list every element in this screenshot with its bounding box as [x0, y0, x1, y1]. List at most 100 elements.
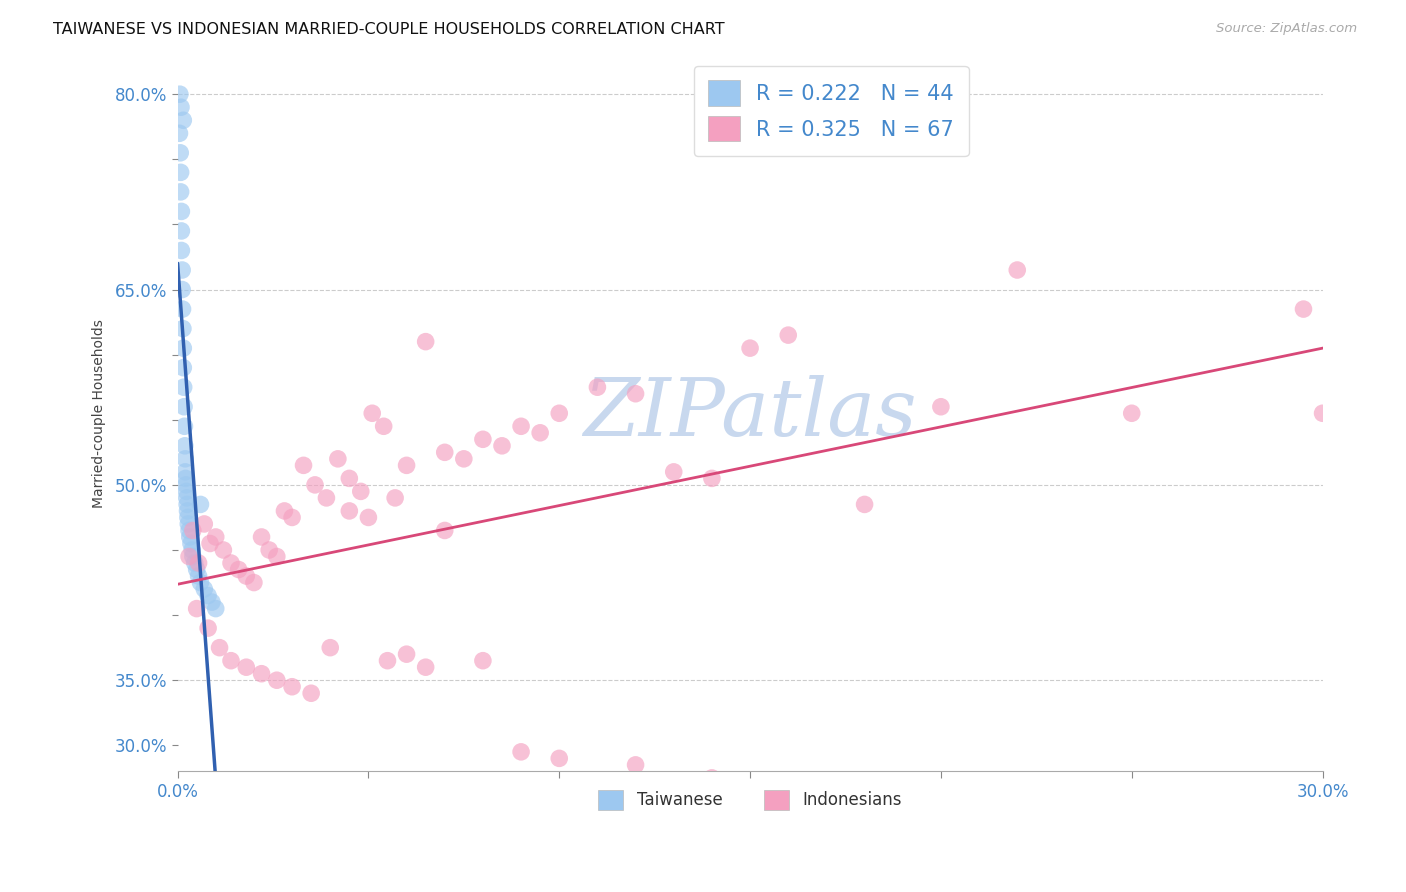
Point: [170, 204, 193, 219]
Point: [1005, 263, 1028, 277]
Point: [1121, 406, 1143, 420]
Point: [415, 660, 437, 674]
Point: [219, 556, 242, 570]
Y-axis label: Married-couple Households: Married-couple Households: [93, 318, 107, 508]
Point: [174, 451, 197, 466]
Point: [212, 543, 235, 558]
Point: [395, 647, 418, 661]
Point: [738, 341, 761, 355]
Point: [176, 497, 198, 511]
Point: [173, 439, 195, 453]
Point: [193, 582, 215, 596]
Point: [337, 504, 360, 518]
Point: [384, 491, 406, 505]
Point: [198, 536, 221, 550]
Point: [395, 458, 418, 473]
Point: [433, 524, 456, 538]
Point: [173, 400, 195, 414]
Point: [190, 497, 212, 511]
Point: [177, 516, 200, 531]
Point: [235, 660, 257, 674]
Point: [169, 145, 191, 160]
Point: [853, 497, 876, 511]
Point: [548, 406, 571, 420]
Point: [337, 471, 360, 485]
Point: [186, 562, 208, 576]
Point: [197, 621, 219, 635]
Point: [174, 471, 197, 485]
Point: [169, 185, 191, 199]
Point: [174, 478, 197, 492]
Point: [250, 530, 273, 544]
Point: [929, 400, 952, 414]
Text: Source: ZipAtlas.com: Source: ZipAtlas.com: [1216, 22, 1357, 36]
Point: [319, 640, 342, 655]
Point: [174, 465, 197, 479]
Legend: Taiwanese, Indonesians: Taiwanese, Indonesians: [592, 783, 908, 817]
Point: [586, 380, 609, 394]
Point: [361, 406, 384, 420]
Point: [357, 510, 380, 524]
Point: [204, 530, 226, 544]
Point: [201, 595, 224, 609]
Point: [662, 465, 685, 479]
Point: [292, 458, 315, 473]
Point: [169, 87, 191, 102]
Point: [219, 654, 242, 668]
Point: [172, 321, 194, 335]
Point: [176, 491, 198, 505]
Point: [377, 654, 399, 668]
Point: [228, 562, 250, 576]
Point: [181, 549, 204, 564]
Point: [235, 569, 257, 583]
Point: [257, 543, 280, 558]
Point: [187, 556, 209, 570]
Point: [204, 601, 226, 615]
Point: [350, 484, 373, 499]
Point: [177, 549, 200, 564]
Point: [415, 334, 437, 349]
Point: [529, 425, 551, 440]
Point: [172, 263, 194, 277]
Point: [181, 524, 204, 538]
Point: [208, 640, 231, 655]
Point: [181, 543, 204, 558]
Point: [299, 686, 322, 700]
Point: [700, 771, 723, 785]
Point: [624, 757, 647, 772]
Point: [1292, 302, 1315, 317]
Point: [1312, 406, 1334, 420]
Point: [176, 484, 198, 499]
Point: [243, 575, 266, 590]
Point: [281, 680, 304, 694]
Point: [172, 302, 194, 317]
Point: [453, 451, 475, 466]
Point: [172, 113, 194, 128]
Point: [197, 589, 219, 603]
Point: [170, 224, 193, 238]
Point: [778, 328, 800, 343]
Point: [169, 165, 191, 179]
Point: [491, 439, 513, 453]
Point: [184, 556, 207, 570]
Point: [624, 386, 647, 401]
Point: [187, 569, 209, 583]
Point: [326, 451, 349, 466]
Point: [193, 516, 215, 531]
Point: [548, 751, 571, 765]
Point: [169, 126, 191, 140]
Point: [177, 524, 200, 538]
Point: [173, 380, 195, 394]
Point: [170, 100, 193, 114]
Point: [190, 575, 212, 590]
Point: [373, 419, 395, 434]
Point: [700, 471, 723, 485]
Point: [281, 510, 304, 524]
Point: [176, 504, 198, 518]
Point: [177, 510, 200, 524]
Point: [186, 601, 208, 615]
Point: [250, 666, 273, 681]
Point: [273, 504, 295, 518]
Point: [433, 445, 456, 459]
Point: [471, 432, 494, 446]
